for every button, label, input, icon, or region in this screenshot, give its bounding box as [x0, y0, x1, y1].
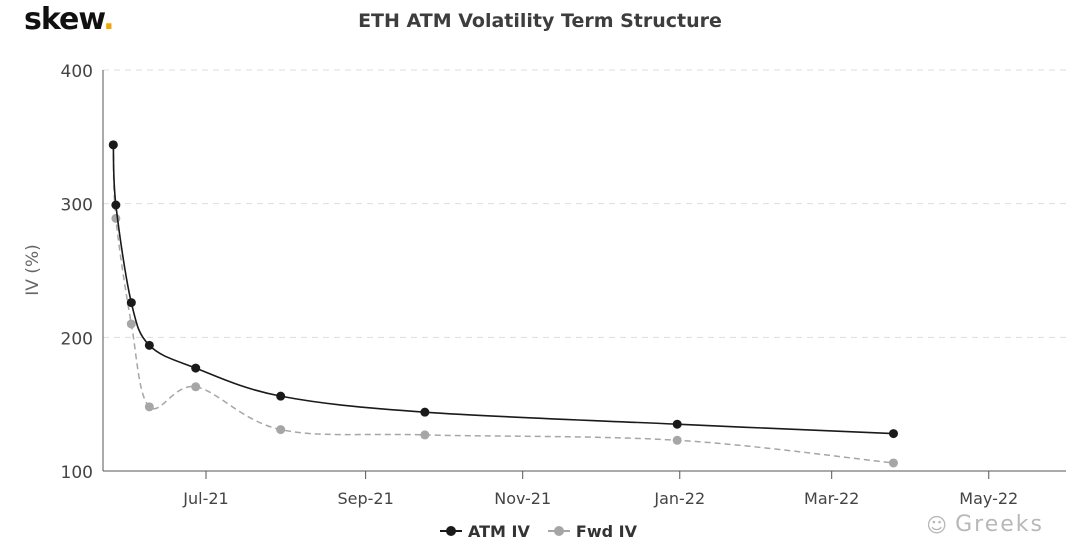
skew-logo: skew.	[24, 2, 115, 37]
data-point-fwd-iv	[191, 382, 201, 392]
series-line-fwd-iv	[112, 144, 894, 464]
chart-title: ETH ATM Volatility Term Structure	[358, 10, 722, 32]
data-point-atm-iv	[111, 200, 121, 210]
x-tick-label: Jan-22	[653, 489, 705, 508]
logo-text: skew	[24, 2, 104, 37]
x-tick-label: May-22	[959, 489, 1018, 508]
watermark: ☺ Greeks	[926, 512, 1044, 537]
x-tick-label: Mar-22	[804, 489, 859, 508]
x-tick-label: Nov-21	[494, 489, 551, 508]
legend-swatch-atm-iv	[440, 525, 462, 537]
y-tick-label: 400	[61, 62, 93, 82]
data-point-fwd-iv	[144, 402, 154, 412]
logo-dot: .	[103, 2, 114, 37]
x-tick-label: Jul-21	[182, 489, 228, 508]
data-point-fwd-iv	[111, 213, 121, 223]
y-tick-label: 100	[61, 463, 93, 483]
data-point-atm-iv	[144, 340, 154, 350]
y-axis-label: IV (%)	[23, 244, 43, 295]
data-point-atm-iv	[126, 298, 136, 308]
legend: ATM IV Fwd IV	[440, 519, 637, 543]
data-point-fwd-iv	[672, 435, 682, 445]
series-line-atm-iv	[112, 144, 894, 435]
data-point-atm-iv	[108, 140, 118, 150]
data-point-atm-iv	[672, 419, 682, 429]
data-point-atm-iv	[888, 429, 898, 439]
data-point-fwd-iv	[888, 458, 898, 468]
data-point-fwd-iv	[276, 425, 286, 435]
series-lines	[108, 140, 898, 468]
legend-swatch-fwd-iv	[547, 525, 570, 537]
data-point-fwd-iv	[420, 430, 430, 440]
axes: 100 200 300 400 Jul-21 Sep-21 Nov-21 Jan-22 Mar-…	[61, 62, 1066, 508]
watermark-text: Greeks	[955, 512, 1044, 537]
data-point-atm-iv	[420, 407, 430, 417]
data-point-atm-iv	[276, 391, 286, 401]
gridlines	[103, 69, 1066, 338]
legend-label-fwd-iv: Fwd IV	[575, 521, 637, 541]
y-tick-label: 300	[61, 196, 93, 216]
data-point-fwd-iv	[126, 319, 136, 329]
x-tick-label: Sep-21	[337, 489, 393, 508]
data-point-atm-iv	[191, 363, 201, 373]
legend-item-atm-iv[interactable]: ATM IV	[440, 522, 530, 541]
wechat-icon: ☺	[926, 512, 950, 537]
y-tick-label: 200	[61, 329, 93, 349]
legend-item-fwd-iv[interactable]: Fwd IV	[547, 521, 637, 541]
legend-label-atm-iv: ATM IV	[468, 521, 530, 541]
